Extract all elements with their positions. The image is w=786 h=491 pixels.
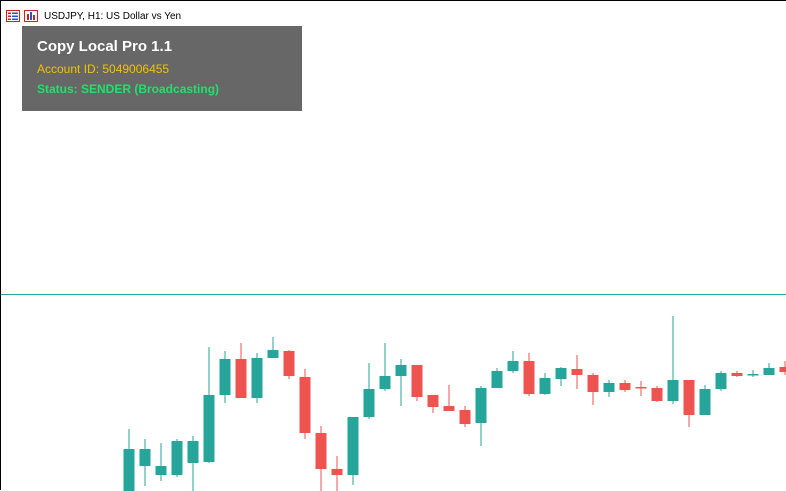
- candlestick: [732, 371, 743, 377]
- candlestick: [556, 367, 567, 386]
- bullish-candle-body: [268, 350, 279, 358]
- bullish-candle-body: [124, 449, 135, 491]
- candlestick: [284, 350, 295, 379]
- candlestick: [684, 380, 695, 427]
- bullish-candle-body: [492, 371, 503, 388]
- candlestick: [204, 347, 215, 463]
- bearish-candle-body: [428, 395, 439, 407]
- bearish-candle-body: [572, 369, 583, 375]
- bearish-candle-body: [732, 373, 743, 376]
- candlestick: [620, 380, 631, 392]
- bearish-candle-body: [444, 406, 455, 411]
- bearish-candle-body: [460, 410, 471, 424]
- bearish-candle-body: [780, 367, 786, 372]
- bullish-candle-body: [540, 378, 551, 394]
- bearish-candle-body: [636, 387, 647, 389]
- bearish-candle-body: [412, 365, 423, 397]
- bullish-candle-body: [204, 395, 215, 462]
- candlestick: [316, 426, 327, 491]
- candlestick: [412, 365, 423, 401]
- candlestick: [380, 343, 391, 391]
- candlestick: [124, 429, 135, 491]
- candlestick: [636, 381, 647, 396]
- bullish-candle-body: [748, 374, 759, 376]
- bullish-candle-body: [348, 417, 359, 475]
- candlestick: [604, 380, 615, 397]
- bearish-candle-body: [284, 351, 295, 376]
- bullish-candle-body: [700, 389, 711, 415]
- bullish-candle-body: [364, 389, 375, 417]
- candlestick: [220, 351, 231, 403]
- candlestick: [572, 355, 583, 389]
- candlestick: [188, 436, 199, 491]
- candlestick: [700, 385, 711, 415]
- candlestick: [780, 361, 786, 375]
- bullish-candle-body: [380, 376, 391, 389]
- bearish-candle-body: [620, 383, 631, 390]
- bearish-candle-body: [524, 361, 535, 394]
- bullish-candle-body: [252, 358, 263, 398]
- bearish-candle-body: [332, 469, 343, 475]
- bullish-candle-body: [220, 359, 231, 395]
- candlestick: [172, 439, 183, 477]
- candlestick: [748, 370, 759, 377]
- bullish-candle-body: [556, 368, 567, 379]
- bullish-candle-body: [188, 441, 199, 463]
- candlestick: [300, 369, 311, 439]
- candlestick: [524, 353, 535, 396]
- bullish-candle-body: [140, 449, 151, 466]
- candlestick: [332, 456, 343, 491]
- candlestick: [588, 373, 599, 405]
- bullish-candle-body: [604, 383, 615, 392]
- candlestick: [540, 373, 551, 395]
- bullish-candle-body: [476, 388, 487, 423]
- bearish-candle-body: [300, 377, 311, 433]
- bearish-candle-body: [236, 359, 247, 398]
- bullish-candle-body: [716, 373, 727, 389]
- bullish-candle-body: [764, 368, 775, 375]
- candlestick: [252, 353, 263, 403]
- bullish-candle-body: [156, 466, 167, 475]
- candlestick: [396, 359, 407, 406]
- candlestick: [140, 439, 151, 486]
- candlestick: [508, 351, 519, 373]
- bearish-candle-body: [652, 388, 663, 401]
- candlestick: [428, 395, 439, 413]
- candlestick: [460, 406, 471, 427]
- bearish-candle-body: [316, 433, 327, 469]
- candlestick: [476, 386, 487, 446]
- candlestick: [492, 368, 503, 388]
- candlestick: [236, 343, 247, 398]
- bullish-candle-body: [668, 380, 679, 401]
- candlestick: [716, 371, 727, 391]
- bullish-candle-body: [508, 361, 519, 371]
- candlestick: [156, 443, 167, 481]
- bearish-candle-body: [588, 375, 599, 392]
- candlestick: [364, 363, 375, 419]
- candlestick: [652, 386, 663, 402]
- bullish-candle-body: [172, 441, 183, 475]
- bullish-candle-body: [396, 365, 407, 376]
- candlestick: [668, 316, 679, 404]
- candlestick: [348, 417, 359, 485]
- candlestick: [764, 363, 775, 375]
- candlestick: [268, 337, 279, 358]
- candlestick: [444, 385, 455, 411]
- bearish-candle-body: [684, 380, 695, 415]
